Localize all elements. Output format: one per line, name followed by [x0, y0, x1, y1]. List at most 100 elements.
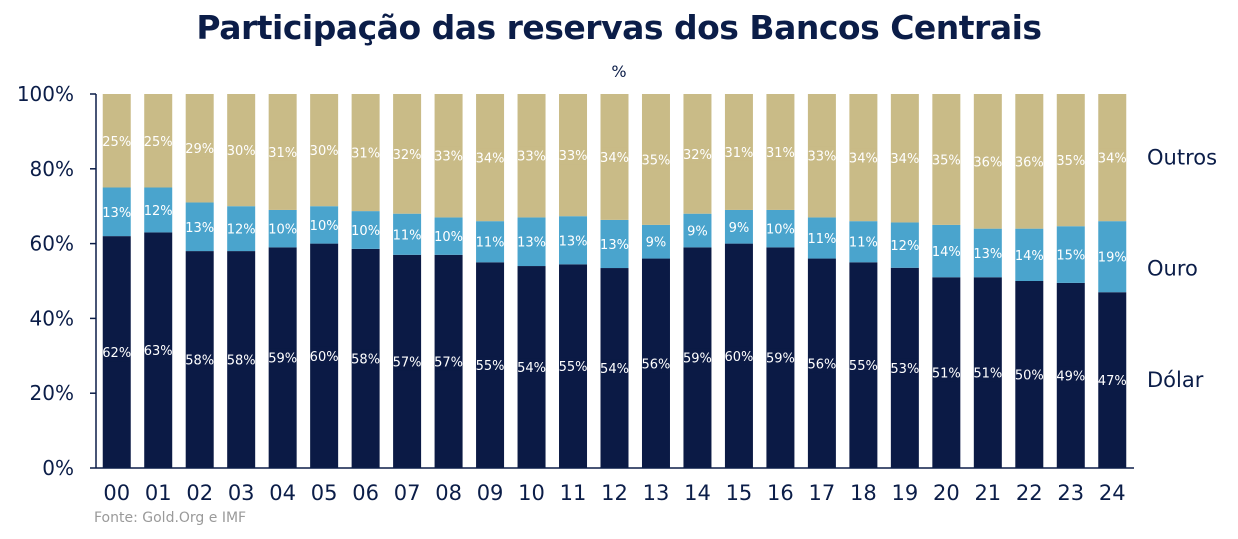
y-tick-label: 0% — [42, 456, 74, 480]
x-tick-label: 11 — [560, 481, 587, 505]
data-label: 59% — [766, 352, 795, 367]
data-label-bg — [352, 349, 379, 368]
data-label-bg — [767, 219, 794, 238]
data-label: 11% — [476, 236, 505, 251]
data-label: 58% — [185, 354, 214, 369]
data-label-bg — [393, 352, 421, 371]
data-label: 13% — [185, 221, 214, 236]
data-label: 31% — [766, 146, 795, 161]
data-label-bg — [310, 346, 338, 365]
data-label: 12% — [144, 204, 173, 219]
data-label-bg — [435, 146, 462, 165]
data-label: 31% — [351, 147, 380, 162]
data-label-bg — [186, 139, 213, 158]
data-label-bg — [518, 146, 545, 165]
data-label: 32% — [393, 148, 422, 163]
data-label-bg — [1057, 245, 1085, 264]
data-label: 51% — [973, 367, 1002, 382]
data-label: 50% — [1015, 369, 1044, 384]
data-label-bg — [227, 219, 255, 238]
data-label: 32% — [683, 148, 712, 163]
chart-subtitle: % — [611, 62, 627, 81]
data-label-bg — [352, 143, 379, 162]
x-tick-label: 24 — [1099, 481, 1126, 505]
data-label: 25% — [102, 135, 131, 150]
data-label-bg — [642, 150, 670, 169]
data-label-bg — [767, 348, 794, 367]
data-label-bg — [933, 150, 960, 169]
data-label: 59% — [683, 352, 712, 367]
x-tick-label: 16 — [767, 481, 794, 505]
data-label-bg — [476, 148, 504, 167]
data-label: 62% — [102, 346, 131, 361]
y-tick-label: 100% — [17, 82, 74, 106]
data-label-bg — [476, 356, 504, 375]
data-label: 63% — [144, 344, 173, 359]
data-label-bg — [808, 146, 836, 165]
data-label: 14% — [932, 245, 961, 260]
data-label: 36% — [973, 155, 1002, 170]
data-label: 56% — [807, 357, 836, 372]
data-label: 13% — [517, 236, 546, 251]
legend-label-dlar: Dólar — [1147, 368, 1204, 392]
x-tick-label: 06 — [352, 481, 379, 505]
data-label: 35% — [932, 153, 961, 168]
x-tick-label: 15 — [726, 481, 753, 505]
data-label: 47% — [1098, 374, 1127, 389]
data-label-bg — [891, 149, 919, 168]
data-label-bg — [850, 148, 877, 167]
data-label: 34% — [849, 152, 878, 167]
x-tick-label: 14 — [684, 481, 711, 505]
legend-label-ouro: Ouro — [1147, 257, 1198, 281]
data-label: 10% — [310, 219, 339, 234]
data-label: 57% — [393, 355, 422, 370]
x-tick-label: 07 — [394, 481, 421, 505]
data-label: 30% — [310, 144, 339, 159]
data-label: 54% — [600, 362, 629, 377]
data-label: 9% — [729, 221, 750, 236]
data-label: 13% — [973, 247, 1002, 262]
data-label-bg — [144, 131, 172, 150]
data-label: 34% — [1098, 152, 1127, 167]
data-label-bg — [642, 354, 670, 373]
data-label: 60% — [310, 350, 339, 365]
data-label-bg — [974, 363, 1002, 382]
data-label-bg — [1098, 148, 1126, 167]
x-tick-label: 04 — [269, 481, 296, 505]
data-label: 34% — [890, 152, 919, 167]
data-label-bg — [974, 243, 1002, 262]
data-label: 9% — [646, 236, 667, 251]
x-tick-label: 17 — [809, 481, 836, 505]
data-label: 58% — [227, 354, 256, 369]
data-label: 29% — [185, 142, 214, 157]
data-label: 15% — [1056, 249, 1085, 264]
data-label-bg — [767, 142, 794, 161]
data-label-bg — [435, 352, 462, 371]
x-tick-label: 13 — [643, 481, 670, 505]
data-label: 55% — [476, 359, 505, 374]
data-label: 9% — [687, 225, 708, 240]
chart-title: Participação das reservas dos Bancos Cen… — [196, 8, 1042, 47]
data-label: 54% — [517, 361, 546, 376]
data-label-bg — [725, 142, 753, 161]
x-tick-label: 18 — [850, 481, 877, 505]
data-label-bg — [144, 341, 172, 360]
data-label: 25% — [144, 135, 173, 150]
data-label: 34% — [600, 151, 629, 166]
data-label: 13% — [600, 238, 629, 253]
data-label-bg — [476, 232, 504, 251]
y-tick-label: 40% — [30, 306, 74, 330]
data-label-bg — [103, 131, 131, 150]
data-label: 12% — [227, 223, 256, 238]
data-label: 10% — [434, 230, 463, 245]
data-label: 33% — [517, 150, 546, 165]
data-label-bg — [808, 228, 836, 247]
data-label-bg — [103, 202, 131, 221]
data-label-bg — [850, 356, 877, 375]
data-label: 49% — [1056, 369, 1085, 384]
data-label-bg — [393, 225, 421, 244]
data-label: 13% — [102, 206, 131, 221]
data-label-bg — [1016, 365, 1043, 384]
data-label-bg — [684, 348, 711, 367]
